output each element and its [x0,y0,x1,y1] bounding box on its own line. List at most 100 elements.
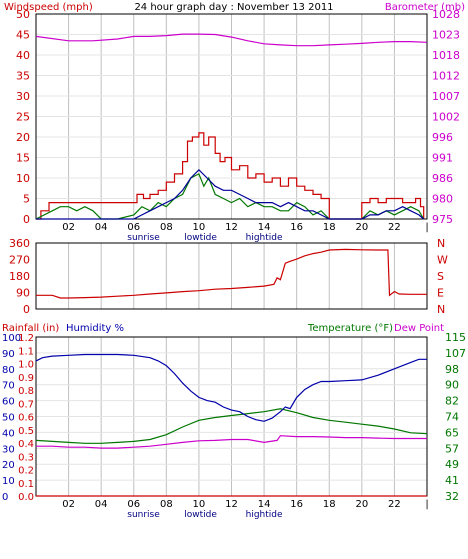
barometer-tick: 991 [432,152,453,165]
rainfall-tick: 0.0 [18,492,34,503]
windspeed-tick: 5 [23,193,30,206]
compass-label: E [437,287,444,300]
wind-x-tick: 12 [225,222,238,233]
wind-x-tick: 14 [258,222,271,233]
temperature-tick: 65 [445,426,459,439]
wind-x-tick: 10 [193,222,206,233]
humidity-tick: 20 [2,460,15,471]
rainfall-tick: 1.2 [18,333,34,344]
wind-x-tick: 06 [127,222,140,233]
barometer-axis-label: Barometer (mb) [385,2,465,13]
windspeed-tick: 30 [16,90,30,103]
climate-event-lowtide: lowtide [184,510,217,520]
climate-x-tick: 02 [62,499,75,510]
climate-x-tick: 12 [225,499,238,510]
wind-x-tick: 16 [290,222,303,233]
windspeed-tick: 40 [16,49,30,62]
humidity-tick: 40 [2,428,15,439]
rainfall-tick: 1.1 [18,346,34,357]
windspeed-tick: 50 [16,8,30,21]
temperature-tick: 74 [445,411,459,424]
humidity-tick: 100 [2,333,21,344]
temperature-tick: 82 [445,395,459,408]
wind-x-tick: | [425,222,428,233]
compass-label: N [437,303,445,316]
barometer-tick: 986 [432,172,453,185]
humidity-tick: 80 [2,365,15,376]
wind-gust-series [35,173,425,220]
climate-x-tick: 20 [355,499,368,510]
humidity-axis-label: Humidity % [66,323,124,334]
humidity-series [35,353,427,422]
rainfall-tick: 0.3 [18,452,34,463]
windspeed-tick: 45 [16,29,30,42]
climate-x-tick: | [425,499,428,510]
windspeed-tick: 20 [16,131,30,144]
wind-event-hightide: hightide [246,233,283,243]
climate-x-tick: 08 [160,499,173,510]
climate-x-tick: 22 [388,499,401,510]
humidity-tick: 50 [2,413,15,424]
barometer-tick: 1012 [432,70,460,83]
barometer-tick: 996 [432,131,453,144]
compass-label: S [437,270,444,283]
dew-point-series [36,435,427,449]
rainfall-tick: 0.1 [18,479,34,490]
temperature-series [35,408,428,444]
wind-x-tick: 04 [95,222,108,233]
rainfall-tick: 0.9 [18,373,34,384]
temperature-tick: 98 [445,363,459,376]
direction-tick: 180 [9,270,30,283]
wind-x-tick: 18 [323,222,336,233]
wind-event-lowtide: lowtide [184,233,217,243]
barometer-series [35,33,428,47]
temperature-tick: 107 [445,347,466,360]
wind-direction-series [36,248,427,299]
humidity-tick: 30 [2,444,15,455]
rainfall-axis-label: Rainfall (in) [2,323,59,334]
temperature-tick: 49 [445,458,459,471]
rainfall-tick: 0.5 [18,426,34,437]
barometer-tick: 1018 [432,49,460,62]
climate-x-tick: 14 [258,499,271,510]
windspeed-axis-label: Windspeed (mph) [4,2,93,13]
humidity-tick: 90 [2,349,15,360]
humidity-tick: 10 [2,476,15,487]
barometer-tick: 975 [432,213,453,226]
wind-average-series [36,168,425,220]
rainfall-tick: 0.4 [18,439,34,450]
direction-tick: 360 [9,237,30,250]
compass-label: W [437,254,448,267]
direction-tick: 0 [23,303,30,316]
barometer-tick: 1007 [432,90,460,103]
windspeed-series [36,132,425,220]
temperature-tick: 32 [445,490,459,503]
windspeed-tick: 10 [16,172,30,185]
wind-plot-frame [35,13,428,220]
barometer-tick: 1002 [432,111,460,124]
climate-x-tick: 04 [95,499,108,510]
climate-x-tick: 06 [127,499,140,510]
humidity-tick: 60 [2,397,15,408]
direction-tick: 270 [9,254,30,267]
climate-event-sunrise: sunrise [127,510,160,520]
temperature-tick: 115 [445,331,466,344]
dew-point-axis-label: Dew Point [394,323,444,334]
rainfall-tick: 0.8 [18,386,34,397]
barometer-tick: 1023 [432,29,460,42]
wind-event-sunrise: sunrise [127,233,160,243]
direction-tick: 90 [16,287,30,300]
compass-label: N [437,237,445,250]
temperature-tick: 90 [445,379,459,392]
climate-x-tick: 10 [193,499,206,510]
temperature-axis-label: Temperature (°F) [307,323,393,334]
windspeed-tick: 35 [16,70,30,83]
temperature-tick: 41 [445,474,459,487]
humidity-tick: 70 [2,381,15,392]
wind-x-tick: 02 [62,222,75,233]
rainfall-tick: 1.0 [18,360,34,371]
rainfall-tick: 0.6 [18,413,34,424]
wind-x-tick: 20 [355,222,368,233]
